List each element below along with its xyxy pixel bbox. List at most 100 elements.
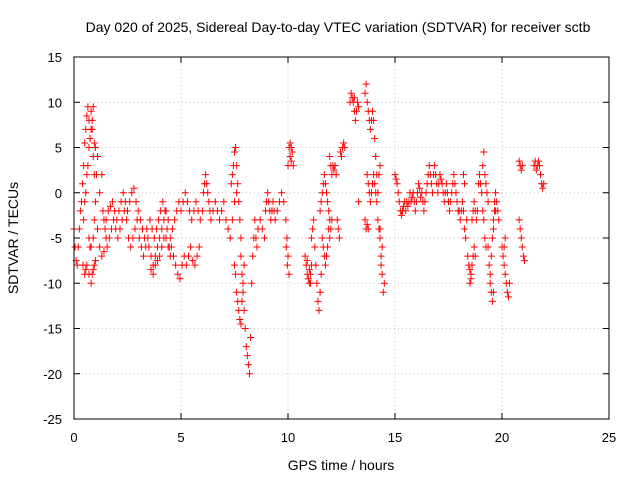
data-point <box>323 252 331 260</box>
data-point <box>334 225 342 233</box>
data-point <box>488 297 496 305</box>
data-point <box>98 171 106 179</box>
data-point <box>318 234 326 242</box>
data-point <box>479 207 487 215</box>
data-point <box>436 171 444 179</box>
data-point <box>258 225 266 233</box>
data-point <box>481 171 489 179</box>
data-point <box>308 234 316 242</box>
data-point <box>518 162 526 170</box>
data-point <box>91 144 99 151</box>
data-point <box>332 171 340 179</box>
data-point <box>467 275 475 283</box>
data-series <box>70 80 548 378</box>
data-point <box>171 216 179 224</box>
data-point <box>352 107 360 115</box>
data-point <box>468 261 476 269</box>
data-point <box>238 270 246 278</box>
data-point <box>105 234 113 242</box>
data-point <box>104 207 112 215</box>
plot-frame <box>73 56 610 420</box>
data-point <box>366 125 374 133</box>
data-point <box>83 171 91 179</box>
data-point <box>260 234 268 242</box>
data-point <box>313 279 321 287</box>
data-point <box>193 252 201 260</box>
data-point <box>187 243 195 251</box>
data-point <box>354 98 362 106</box>
data-point <box>227 180 235 188</box>
data-point <box>462 234 470 242</box>
data-point <box>481 234 489 242</box>
data-point <box>362 80 370 88</box>
data-point <box>341 144 349 151</box>
data-point <box>376 234 384 242</box>
data-point <box>499 252 507 260</box>
data-point <box>80 216 88 224</box>
data-point <box>316 288 324 296</box>
data-point <box>91 257 99 265</box>
data-point <box>534 157 542 165</box>
data-point <box>196 216 204 224</box>
data-point <box>317 198 325 206</box>
data-point <box>287 157 295 165</box>
data-point <box>94 225 102 233</box>
data-point <box>140 252 148 260</box>
data-point <box>366 198 374 206</box>
data-point <box>397 211 405 219</box>
data-point <box>83 261 91 269</box>
data-point <box>131 225 139 233</box>
data-point <box>248 279 256 287</box>
data-point <box>76 207 84 215</box>
data-point <box>372 189 380 197</box>
data-point <box>539 184 547 192</box>
data-point <box>391 171 399 179</box>
data-point <box>247 334 255 342</box>
data-point <box>326 234 334 242</box>
data-point <box>451 180 459 188</box>
data-point <box>228 216 236 224</box>
data-point <box>404 202 412 210</box>
data-point <box>237 234 245 242</box>
data-point <box>333 216 341 224</box>
data-point <box>124 207 131 215</box>
data-point <box>316 207 324 215</box>
data-point <box>192 198 200 206</box>
data-point <box>380 279 388 287</box>
data-point <box>256 216 264 224</box>
data-point <box>145 243 153 251</box>
data-point <box>231 148 238 156</box>
data-point <box>315 306 323 314</box>
data-point <box>224 225 232 233</box>
data-point <box>127 243 135 251</box>
data-point <box>233 288 241 296</box>
data-point <box>168 225 176 233</box>
data-point <box>132 198 140 206</box>
data-point <box>350 94 358 102</box>
data-point <box>355 103 363 111</box>
data-point <box>331 162 339 170</box>
data-point <box>204 189 212 197</box>
data-point <box>144 234 152 242</box>
x-tick-label: 20 <box>495 430 509 445</box>
data-point <box>286 139 294 147</box>
data-point <box>232 144 240 151</box>
data-point <box>312 261 320 269</box>
data-point <box>309 225 317 233</box>
data-point <box>90 216 98 224</box>
x-axis-label: GPS time / hours <box>288 457 395 473</box>
data-point <box>235 198 243 206</box>
data-point <box>238 297 246 305</box>
data-point <box>183 198 191 206</box>
data-point <box>338 153 345 161</box>
data-point <box>100 248 108 256</box>
data-point <box>211 198 219 206</box>
data-point <box>241 325 249 332</box>
data-point <box>243 352 251 360</box>
data-point <box>191 261 199 269</box>
y-tick-labels: -25 -20 -15 -10 -5 0 5 10 15 <box>43 50 62 427</box>
data-point <box>378 270 386 278</box>
data-point <box>119 189 127 197</box>
data-point <box>412 198 420 206</box>
data-point <box>517 166 525 174</box>
